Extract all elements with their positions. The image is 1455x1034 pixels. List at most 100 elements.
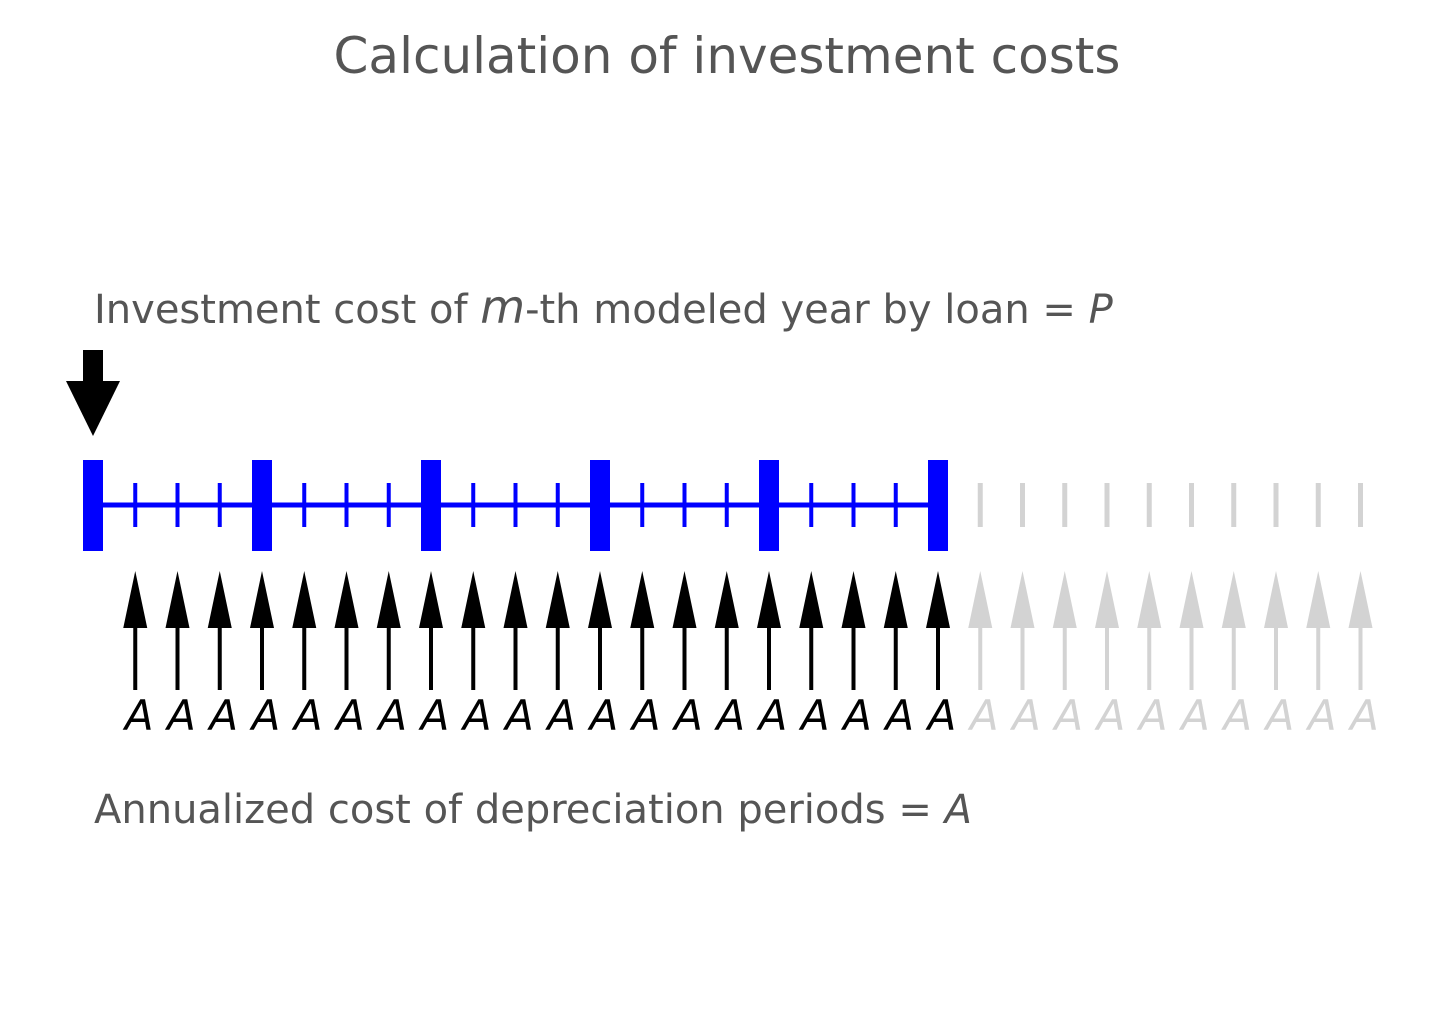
annuity-arrows [123, 571, 1373, 690]
annuity-arrow-head [334, 571, 359, 628]
annuity-label: A [798, 691, 830, 740]
annuity-arrow-head [1095, 571, 1119, 628]
variable-m: m [480, 280, 525, 334]
annuity-arrow-head [588, 571, 612, 628]
annuity-arrow-head [1348, 571, 1373, 628]
annuity-arrow-head [1052, 571, 1077, 628]
future-annuity-label: A [967, 691, 999, 740]
annuity-arrow [334, 571, 359, 690]
annuity-arrow [123, 571, 148, 690]
annuity-arrow [714, 571, 739, 690]
annuity-arrow-head [799, 571, 824, 628]
annuity-arrow-head [292, 571, 317, 628]
annuity-arrow [461, 571, 486, 690]
annuity-label: A [713, 691, 745, 740]
annuity-label: A [291, 691, 323, 740]
loan-arrow [66, 350, 120, 436]
annuity-label: A [502, 691, 534, 740]
future-annuity-label: A [1263, 691, 1295, 740]
modeled-year-marker [759, 460, 779, 551]
depreciation-timeline [83, 460, 1363, 551]
loan-arrow-shaft [83, 350, 103, 386]
annuity-arrow-head [123, 571, 148, 628]
future-annuity-label: A [1136, 691, 1168, 740]
annuity-label: A [629, 691, 661, 740]
annuity-arrow-head [672, 571, 697, 628]
annuity-label: A [206, 691, 238, 740]
annuity-arrow [588, 571, 612, 690]
annuity-label: A [375, 691, 407, 740]
annuity-arrow-head [1306, 571, 1331, 628]
annuity-arrow-head [630, 571, 655, 628]
annuity-arrow-head [1264, 571, 1288, 628]
annuity-arrow [630, 571, 655, 690]
annuity-label: A [671, 691, 703, 740]
future-annuity-label: A [1009, 691, 1041, 740]
variable-a: A [942, 787, 972, 833]
investment-label-prefix: Investment cost of [94, 287, 480, 333]
annuity-arrow-head [968, 571, 993, 628]
future-annuity-arrow [968, 571, 993, 690]
future-annuity-label: A [1347, 691, 1379, 740]
annualized-label-prefix: Annualized cost of depreciation periods … [94, 787, 945, 833]
annuity-arrow-head [883, 571, 908, 628]
annuity-arrow [207, 571, 232, 690]
loan-arrow-head [66, 381, 120, 436]
annuity-arrow [799, 571, 824, 690]
future-annuity-arrow [1095, 571, 1119, 690]
annuity-arrow-head [1179, 571, 1204, 628]
annuity-label: A [587, 691, 619, 740]
annuity-label: A [840, 691, 872, 740]
annuity-arrow [757, 571, 781, 690]
future-annuity-arrow [1264, 571, 1288, 690]
future-annuity-arrow [1221, 571, 1246, 690]
annuity-arrow [926, 571, 950, 690]
annuity-arrow-head [165, 571, 190, 628]
annuity-arrow-head [207, 571, 232, 628]
annuity-arrow [841, 571, 866, 690]
annuity-label: A [418, 691, 450, 740]
annuity-label: A [925, 691, 957, 740]
future-annuity-arrow [1306, 571, 1331, 690]
future-annuity-arrow [1010, 571, 1035, 690]
annuity-arrow-head [1221, 571, 1246, 628]
annuity-arrow-head [503, 571, 528, 628]
future-annuity-label: A [1051, 691, 1083, 740]
annuity-arrow [545, 571, 570, 690]
annuity-arrow [419, 571, 443, 690]
annuity-label: A [122, 691, 154, 740]
annuity-arrow-head [376, 571, 401, 628]
annuity-arrow [503, 571, 528, 690]
variable-p: P [1089, 287, 1114, 333]
annuity-arrow-head [714, 571, 739, 628]
future-annuity-label: A [1305, 691, 1337, 740]
future-annuity-label: A [1094, 691, 1126, 740]
annuity-arrow [165, 571, 190, 690]
annuity-arrow-head [841, 571, 866, 628]
annuity-label: A [460, 691, 492, 740]
annuity-arrow-head [461, 571, 486, 628]
annuity-label: A [756, 691, 788, 740]
future-annuity-label: A [1220, 691, 1252, 740]
annuity-arrow-head [250, 571, 274, 628]
annuity-label: A [882, 691, 914, 740]
future-annuity-arrow [1137, 571, 1162, 690]
annuity-arrow-head [1010, 571, 1035, 628]
annuity-arrow-head [926, 571, 950, 628]
future-annuity-arrow [1179, 571, 1204, 690]
future-annuity-arrow [1052, 571, 1077, 690]
annuity-label: A [249, 691, 281, 740]
annuity-arrow-head [757, 571, 781, 628]
annuity-label: A [544, 691, 576, 740]
modeled-year-marker [928, 460, 948, 551]
annuity-arrow-head [545, 571, 570, 628]
annuity-arrow [376, 571, 401, 690]
investment-label-suffix: -th modeled year by loan = [525, 287, 1089, 333]
annuity-arrow [250, 571, 274, 690]
annualized-cost-label: Annualized cost of depreciation periods … [94, 787, 972, 833]
annuity-arrow [292, 571, 317, 690]
modeled-year-marker [590, 460, 610, 551]
annuity-arrow-head [1137, 571, 1162, 628]
